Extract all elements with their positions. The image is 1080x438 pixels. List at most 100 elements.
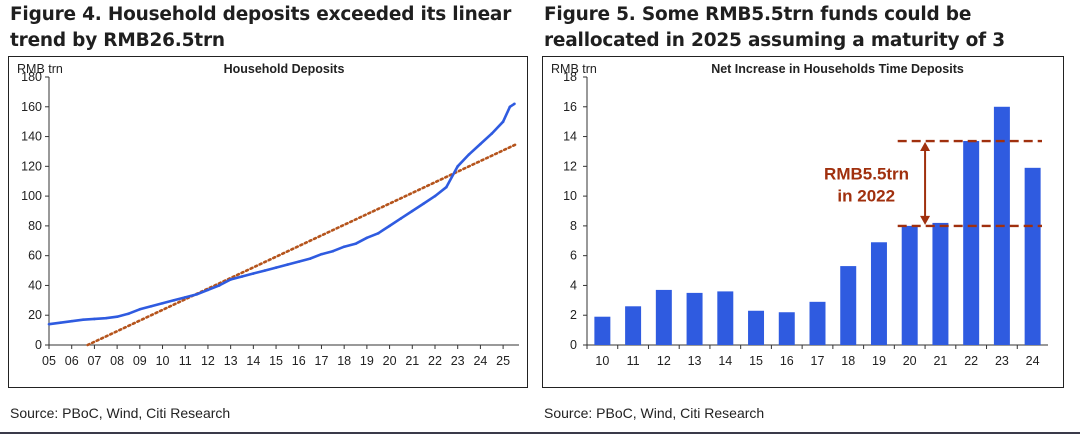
bar-12: [655, 289, 672, 345]
data-point: [206, 288, 210, 292]
x-tick-label: 11: [179, 354, 192, 368]
x-tick-label: 19: [872, 354, 886, 368]
x-tick-label: 15: [269, 354, 283, 368]
x-tick-label: 14: [718, 354, 732, 368]
x-tick-label: 21: [933, 354, 947, 368]
data-point: [81, 318, 85, 321]
bar-17: [809, 301, 826, 345]
data-point: [93, 317, 96, 321]
data-point: [376, 232, 380, 235]
figure-5-source: Source: PBoC, Wind, Citi Research: [544, 405, 765, 421]
y-tick-label: 80: [28, 219, 42, 233]
annotation-text-line-2: in 2022: [837, 186, 895, 205]
x-tick-label: 05: [42, 354, 56, 368]
data-point: [252, 272, 255, 275]
household-deposits-line: [48, 102, 516, 326]
data-point: [399, 217, 403, 220]
bar-24: [1024, 167, 1041, 345]
data-point: [195, 293, 198, 296]
data-point: [467, 153, 471, 156]
data-point: [183, 296, 187, 299]
x-tick-label: 13: [688, 354, 702, 368]
x-tick-label: 20: [903, 354, 917, 368]
y-tick-label: 40: [28, 278, 42, 292]
time-deposits-chart: Net Increase in Households Time Deposits…: [542, 56, 1064, 388]
data-point: [456, 165, 459, 168]
data-point: [59, 321, 62, 324]
data-point: [365, 236, 369, 240]
x-tick-label: 24: [473, 354, 487, 368]
y-tick-label: 16: [563, 100, 577, 114]
x-tick-label: 24: [1026, 354, 1040, 368]
bar-14: [717, 291, 734, 345]
data-point: [70, 319, 74, 323]
y-tick-label: 2: [570, 308, 577, 322]
bar-20: [901, 225, 918, 345]
data-point: [127, 312, 130, 316]
data-point: [445, 185, 448, 189]
y-tick-label: 0: [570, 338, 577, 352]
y-tick-label: 18: [563, 70, 577, 84]
bar-22: [963, 141, 980, 345]
data-point: [354, 242, 357, 246]
x-tick-label: 07: [87, 354, 101, 368]
x-tick-label: 19: [360, 354, 374, 368]
x-tick-label: 13: [224, 354, 238, 368]
data-point: [501, 120, 505, 123]
data-point: [297, 260, 301, 263]
y-tick-label: 0: [35, 338, 42, 352]
x-tick-label: 17: [811, 354, 825, 368]
data-point: [286, 263, 289, 266]
x-tick-label: 20: [383, 354, 397, 368]
data-point: [513, 102, 516, 106]
y-tick-label: 160: [21, 100, 42, 114]
x-tick-label: 08: [110, 354, 124, 368]
household-deposits-chart: Household Deposits RMB trn 0 20 40 60 80 100 120…: [8, 56, 528, 388]
x-tick-label: 15: [749, 354, 763, 368]
data-point: [422, 202, 425, 205]
data-point: [240, 275, 244, 278]
y-tick-label: 120: [21, 159, 42, 173]
y-tick-label: 180: [21, 70, 42, 84]
data-point: [410, 209, 414, 213]
data-point: [229, 278, 232, 281]
y-tick-label: 140: [21, 130, 42, 144]
x-tick-label: 17: [315, 354, 329, 368]
data-point: [115, 315, 119, 319]
x-tick-label: 18: [337, 354, 351, 368]
chart-title: Net Increase in Households Time Deposits: [711, 62, 964, 76]
x-tick-label: 23: [451, 354, 465, 368]
data-point: [320, 252, 323, 256]
data-point: [308, 257, 312, 260]
x-tick-label: 25: [496, 354, 510, 368]
figure-4-source: Source: PBoC, Wind, Citi Research: [10, 405, 231, 421]
x-tick-label: 10: [595, 354, 609, 368]
y-tick-label: 14: [563, 130, 577, 144]
x-tick-label: 10: [156, 354, 170, 368]
data-point: [331, 249, 335, 253]
data-point: [479, 142, 482, 146]
y-tick-label: 12: [563, 159, 577, 173]
data-point: [342, 245, 346, 249]
data-point: [388, 224, 391, 228]
chart-title: Household Deposits: [224, 62, 345, 76]
data-point: [104, 316, 108, 320]
bar-10: [594, 316, 611, 345]
x-tick-label: 12: [201, 354, 215, 368]
x-tick-label: 09: [133, 354, 147, 368]
y-tick-label: 100: [21, 189, 42, 203]
time-deposits-svg: Net Increase in Households Time Deposits…: [551, 62, 1048, 368]
y-tick-label: 60: [28, 249, 42, 263]
x-tick-label: 06: [65, 354, 79, 368]
x-tick-label: 22: [428, 354, 442, 368]
y-tick-label: 8: [570, 219, 577, 233]
data-point: [172, 299, 176, 302]
data-point: [433, 194, 437, 198]
data-point: [149, 304, 153, 308]
bar-16: [778, 312, 795, 345]
data-point: [47, 322, 51, 326]
data-point: [138, 307, 142, 311]
figure-4-title: Figure 4. Household deposits exceeded it…: [10, 4, 512, 51]
x-tick-label: 22: [964, 354, 978, 368]
bar-13: [686, 292, 703, 345]
